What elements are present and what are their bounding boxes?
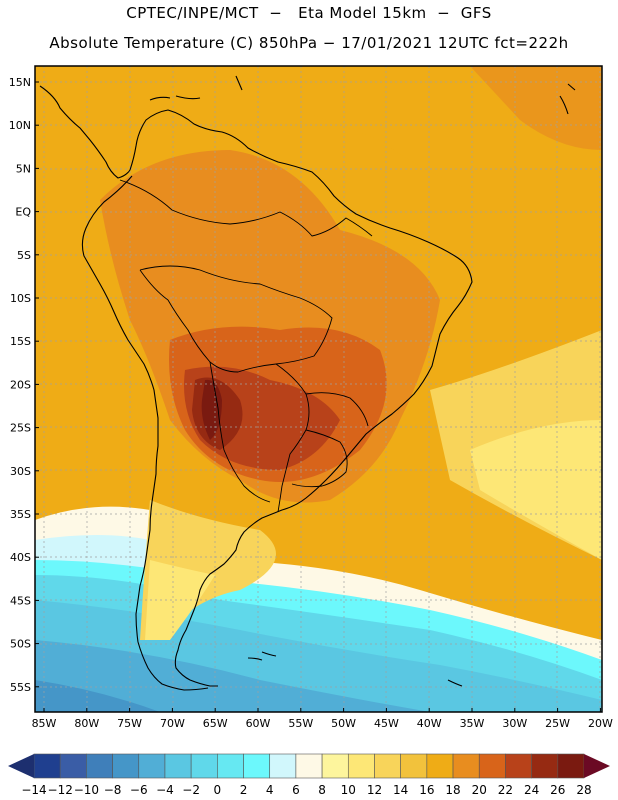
lat-label: 30S <box>10 465 31 478</box>
colorbar-swatch <box>190 753 218 779</box>
country-borders <box>119 179 373 513</box>
lon-label: 35W <box>460 717 485 730</box>
colorbar-swatch <box>426 753 454 779</box>
lon-label: 85W <box>32 717 57 730</box>
lat-label: 20S <box>10 378 31 391</box>
lon-label: 80W <box>74 717 99 730</box>
temperature-field <box>35 66 602 712</box>
lon-label: 70W <box>160 717 185 730</box>
colorbar-label: −10 <box>74 783 99 797</box>
title-model: CPTEC/INPE/MCT − Eta Model 15km − GFS <box>126 4 492 22</box>
lat-label: 15S <box>10 335 31 348</box>
colorbar-label: 0 <box>214 783 222 797</box>
colorbar-swatch <box>347 753 375 779</box>
colorbar-swatch <box>452 753 480 779</box>
colorbar-label: 2 <box>240 783 248 797</box>
colorbar-swatch <box>243 753 271 779</box>
lat-label: 55S <box>10 681 31 694</box>
colorbar-swatch <box>59 753 87 779</box>
lon-label: 55W <box>288 717 313 730</box>
colorbar-label: 18 <box>445 783 460 797</box>
colorbar-label: 24 <box>524 783 539 797</box>
lat-label: 15N <box>9 76 31 89</box>
coastlines <box>39 75 576 691</box>
colorbar-label: 22 <box>498 783 513 797</box>
lon-label: 40W <box>417 717 442 730</box>
colorbar-swatch <box>321 753 349 779</box>
lon-label: 75W <box>117 717 142 730</box>
colorbar-label: 26 <box>550 783 565 797</box>
lat-label: 35S <box>10 508 31 521</box>
colorbar-label: 14 <box>393 783 408 797</box>
colorbar: −14 −12 −10 −8 −6 −4 −2 0 2 4 6 8 10 12 14 16 18 20 22 24 26… <box>8 753 610 797</box>
lat-label: 10S <box>10 292 31 305</box>
colorbar-swatches <box>33 753 585 779</box>
colorbar-swatch <box>269 753 297 779</box>
longitude-axis: 85W 80W 75W 70W 65W 60W 55W 50W 45W 40W 35W 30W 25W 2… <box>32 708 613 730</box>
title-variable: Absolute Temperature (C) 850hPa − 17/01/… <box>49 34 569 52</box>
colorbar-label: 16 <box>419 783 434 797</box>
lat-label: EQ <box>15 206 31 219</box>
colorbar-labels: −14 −12 −10 −8 −6 −4 −2 0 2 4 6 8 10 12 14 16 18 20 22 24 26… <box>21 783 591 797</box>
colorbar-swatch <box>138 753 166 779</box>
lon-label: 30W <box>502 717 527 730</box>
lon-label: 65W <box>203 717 228 730</box>
lat-label: 5N <box>16 162 31 175</box>
colorbar-label: −14 <box>21 783 46 797</box>
colorbar-label: −6 <box>130 783 148 797</box>
colorbar-label: 12 <box>367 783 382 797</box>
colorbar-swatch <box>400 753 428 779</box>
colorbar-label: 20 <box>472 783 487 797</box>
colorbar-label: 8 <box>318 783 326 797</box>
lat-label: 25S <box>10 422 31 435</box>
colorbar-swatch <box>112 753 140 779</box>
colorbar-label: 4 <box>266 783 274 797</box>
lat-label: 45S <box>10 594 31 607</box>
colorbar-label: 6 <box>292 783 300 797</box>
lat-label: 40S <box>10 551 31 564</box>
lat-label: 50S <box>10 638 31 651</box>
colorbar-swatch <box>374 753 401 779</box>
colorbar-high-arrow <box>584 754 610 778</box>
colorbar-swatch <box>86 753 113 779</box>
colorbar-swatch <box>164 753 192 779</box>
colorbar-label: 28 <box>576 783 591 797</box>
colorbar-label: −12 <box>48 783 73 797</box>
colorbar-swatch <box>531 753 559 779</box>
colorbar-swatch <box>478 753 506 779</box>
latitude-axis: 15N 10N 5N EQ 5S 10S 15S 20S 25S 30S 35S 40S 45S 50S 5… <box>9 76 39 694</box>
lon-label: 60W <box>246 717 271 730</box>
colorbar-swatch <box>217 753 244 779</box>
colorbar-swatch <box>295 753 323 779</box>
lon-label: 20W <box>588 717 613 730</box>
colorbar-low-arrow <box>8 754 34 778</box>
map-frame <box>34 65 603 713</box>
temperature-map: 15N 10N 5N EQ 5S 10S 15S 20S 25S 30S 35S 40S 45S 50S 5… <box>9 65 613 730</box>
lat-label: 5S <box>17 249 31 262</box>
colorbar-swatch <box>33 753 61 779</box>
lat-label: 10N <box>9 119 31 132</box>
colorbar-label: 10 <box>341 783 356 797</box>
colorbar-label: −4 <box>156 783 174 797</box>
lon-label: 25W <box>545 717 570 730</box>
colorbar-label: −8 <box>104 783 122 797</box>
colorbar-label: −2 <box>182 783 200 797</box>
lon-label: 45W <box>374 717 399 730</box>
lon-label: 50W <box>331 717 356 730</box>
colorbar-swatch <box>557 753 585 779</box>
colorbar-swatch <box>505 753 532 779</box>
